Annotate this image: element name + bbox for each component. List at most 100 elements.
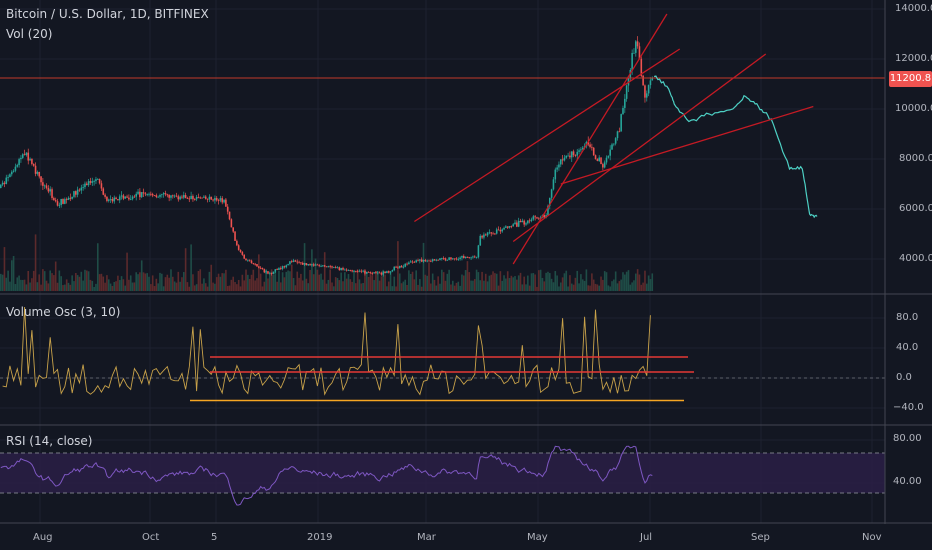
volume-bar xyxy=(558,286,560,291)
candle-body xyxy=(192,195,194,200)
volume-bar xyxy=(56,282,59,291)
candle-body xyxy=(243,254,245,259)
candle-body xyxy=(411,261,414,263)
candle-body xyxy=(36,171,39,174)
candle-body xyxy=(23,154,26,156)
volume-bar xyxy=(441,269,443,291)
volume-bar xyxy=(157,283,159,291)
candle-body xyxy=(203,196,205,198)
candle-body xyxy=(616,131,619,139)
volume-bar xyxy=(261,286,264,291)
volume-bar xyxy=(640,284,643,291)
candle-body xyxy=(303,263,306,265)
candle-body xyxy=(201,197,203,199)
volume-bar xyxy=(294,285,297,291)
candle-body xyxy=(258,266,260,268)
candle-body xyxy=(155,195,158,198)
volume-legend[interactable]: Vol (20) xyxy=(6,27,53,41)
candle-body xyxy=(95,179,97,182)
candle-body xyxy=(614,138,617,144)
candle-body xyxy=(547,205,549,216)
candle-body xyxy=(624,98,626,108)
candle-body xyxy=(333,267,335,269)
volume-bar xyxy=(151,275,154,291)
candle-body xyxy=(521,220,524,223)
candle-body xyxy=(380,272,383,275)
candle-body xyxy=(552,179,555,190)
volume-bar xyxy=(212,282,214,291)
candle-body xyxy=(494,233,496,235)
volume-bar xyxy=(98,274,101,291)
volume-bar xyxy=(206,286,209,291)
candle-body xyxy=(236,240,238,246)
candle-body xyxy=(137,191,139,194)
candle-body xyxy=(247,259,249,261)
candle-body xyxy=(307,264,310,266)
volume-bar xyxy=(298,277,300,291)
volume-bar xyxy=(311,249,313,291)
volume-osc-legend[interactable]: Volume Osc (3, 10) xyxy=(6,305,121,319)
volume-bar xyxy=(404,279,407,291)
trendlines[interactable] xyxy=(414,13,814,265)
volume-bar xyxy=(629,284,632,291)
candle-body xyxy=(118,196,121,201)
volume-bar xyxy=(393,276,396,291)
candle-body xyxy=(188,198,191,200)
volume-bar xyxy=(279,282,282,291)
volume-bar xyxy=(316,269,319,291)
candle-body xyxy=(120,195,123,197)
volume-bar xyxy=(43,271,46,291)
candle-body xyxy=(644,85,646,98)
volume-bar xyxy=(345,278,348,291)
volume-bar xyxy=(581,279,584,291)
rsi-legend[interactable]: RSI (14, close) xyxy=(6,434,93,448)
volume-bar xyxy=(221,273,224,291)
candle-body xyxy=(159,195,161,197)
candle-body xyxy=(289,261,291,265)
volume-bar xyxy=(100,273,103,291)
symbol-title[interactable]: Bitcoin / U.S. Dollar, 1D, BITFINEX xyxy=(6,7,209,21)
volume-bar xyxy=(550,278,553,291)
candle-body xyxy=(581,147,584,150)
candle-body xyxy=(503,227,505,230)
candle-body xyxy=(38,171,41,177)
candle-body xyxy=(347,270,350,271)
candle-body xyxy=(437,259,439,261)
price-candles xyxy=(0,36,885,277)
candle-body xyxy=(453,258,456,260)
volume-bar xyxy=(126,252,128,291)
time-tick-nov: Nov xyxy=(862,532,882,543)
volume-bar xyxy=(532,273,535,291)
candle-body xyxy=(25,152,28,156)
candle-body xyxy=(613,143,615,145)
candle-body xyxy=(272,271,275,274)
candle-body xyxy=(283,266,286,268)
volume-bar xyxy=(530,273,533,291)
volume-bar xyxy=(182,272,185,291)
volume-bar xyxy=(1,274,4,291)
candle-body xyxy=(647,85,650,94)
candle-body xyxy=(162,193,165,195)
candle-body xyxy=(3,182,6,184)
candle-body xyxy=(208,196,211,200)
candle-body xyxy=(360,270,363,272)
candle-body xyxy=(442,258,445,259)
candle-body xyxy=(320,265,322,267)
candle-body xyxy=(12,170,15,172)
pane-separators[interactable] xyxy=(0,0,932,524)
volume-bar xyxy=(420,286,423,291)
volume-bar xyxy=(186,282,189,291)
candle-body xyxy=(607,155,610,158)
volume-bar xyxy=(457,281,460,291)
volume-bar xyxy=(461,274,463,291)
rsi-line xyxy=(0,445,653,506)
candle-body xyxy=(422,260,425,262)
osc-tick-minus40: −40.0 xyxy=(893,402,924,413)
projection-line xyxy=(653,75,818,219)
volume-bar xyxy=(614,271,617,291)
rsi-tick-80: 80.00 xyxy=(893,433,922,444)
candle-body xyxy=(462,255,465,259)
time-tick-may: May xyxy=(527,532,548,543)
candle-body xyxy=(400,265,403,268)
